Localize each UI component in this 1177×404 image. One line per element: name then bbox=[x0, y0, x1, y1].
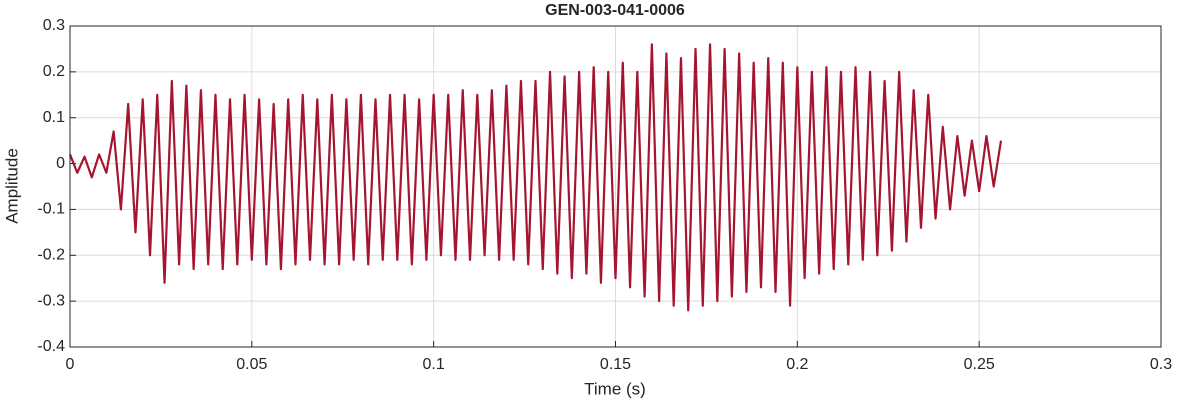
y-tick-label: 0.2 bbox=[43, 63, 65, 80]
x-tick-label: 0.1 bbox=[423, 356, 445, 373]
y-tick-label: 0.3 bbox=[43, 17, 65, 34]
x-tick-label: 0.15 bbox=[600, 356, 631, 373]
y-tick-label: 0.1 bbox=[43, 109, 65, 126]
y-tick-label: 0 bbox=[56, 155, 65, 172]
x-tick-label: 0 bbox=[66, 356, 75, 373]
y-axis-label: Amplitude bbox=[2, 148, 21, 224]
y-tick-label: -0.3 bbox=[37, 292, 65, 309]
y-tick-label: -0.1 bbox=[37, 201, 65, 218]
chart-title: GEN-003-041-0006 bbox=[545, 2, 685, 19]
x-tick-label: 0.3 bbox=[1150, 356, 1172, 373]
x-tick-label: 0.05 bbox=[236, 356, 267, 373]
plot-frame bbox=[69, 25, 1162, 348]
x-tick-label: 0.25 bbox=[964, 356, 995, 373]
y-tick-label: -0.2 bbox=[37, 247, 65, 264]
x-axis-label: Time (s) bbox=[584, 379, 646, 398]
y-tick-label: -0.4 bbox=[37, 338, 65, 355]
x-tick-label: 0.2 bbox=[786, 356, 808, 373]
waveform-line bbox=[68, 43, 1003, 312]
